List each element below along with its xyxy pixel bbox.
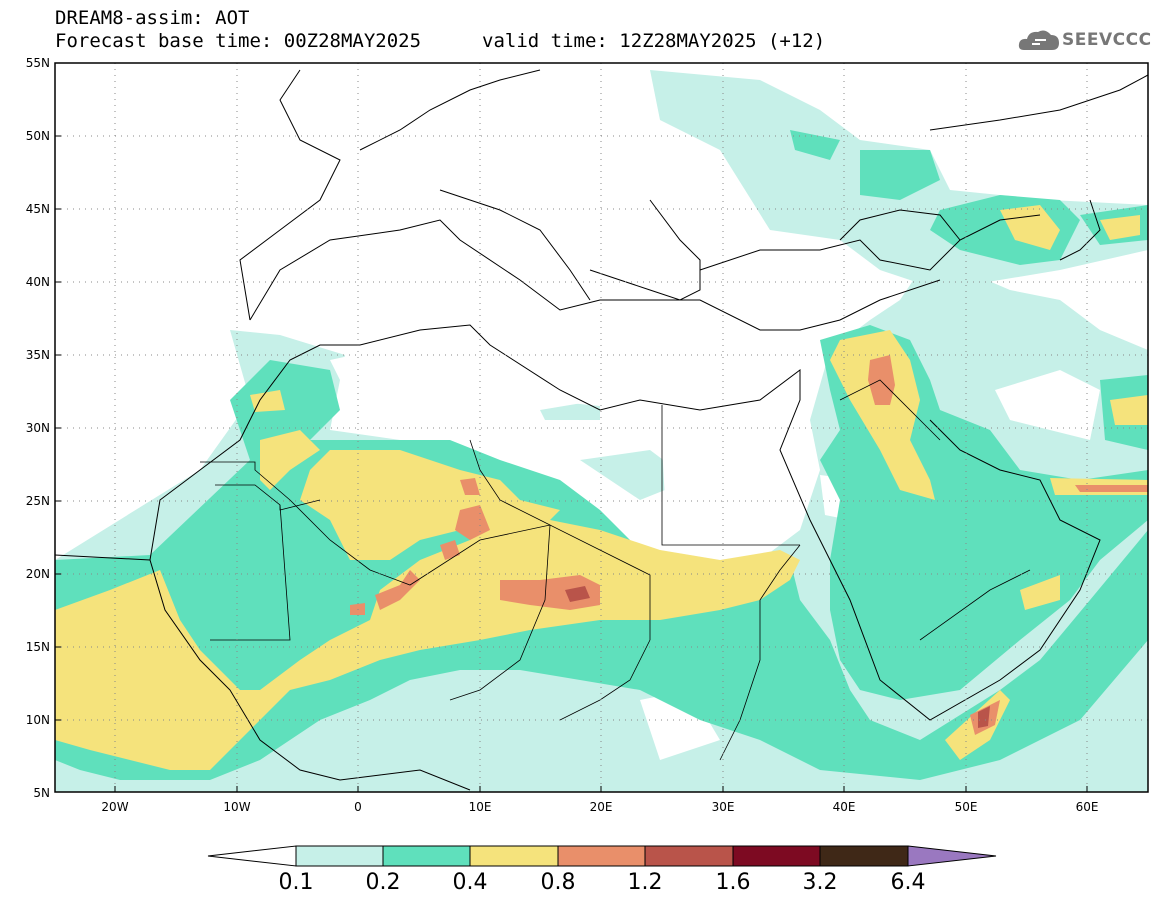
colorbar-swatch: [382, 845, 471, 867]
coastlines: [55, 69, 1148, 791]
colorbar-label: 0.4: [452, 870, 488, 895]
colorbar-high-arrow: [907, 845, 997, 867]
lon-label: 10E: [469, 800, 492, 814]
graticule: [55, 63, 1148, 792]
lon-labels: 20W 10W 0 10E 20E 30E 40E 50E 60E: [101, 800, 1098, 814]
colorbar-label: 0.1: [278, 870, 314, 895]
forecast-base-time: Forecast base time: 00Z28MAY2025: [55, 30, 422, 52]
lat-label: 20N: [26, 567, 50, 581]
lon-label: 30E: [712, 800, 735, 814]
valid-time: valid time: 12Z28MAY2025 (+12): [482, 30, 826, 52]
lat-label: 10N: [26, 713, 50, 727]
lon-label: 40E: [833, 800, 856, 814]
colorbar-swatch: [295, 845, 384, 867]
lat-label: 35N: [26, 348, 50, 362]
lon-label: 20E: [590, 800, 613, 814]
lat-label: 25N: [26, 494, 50, 508]
colorbar-label: 1.2: [627, 870, 663, 895]
aot-band-1-2: [565, 586, 990, 728]
lat-label: 30N: [26, 421, 50, 435]
colorbar-swatch: [644, 845, 734, 867]
lat-label: 45N: [26, 202, 50, 216]
lat-label: 50N: [26, 129, 50, 143]
logo-text: SEEVCCC: [1062, 30, 1152, 50]
lon-label: 60E: [1076, 800, 1099, 814]
clean-air-areas: [330, 330, 1100, 760]
lon-label: 50E: [955, 800, 978, 814]
tick-marks: [55, 62, 1088, 792]
lon-label: 10W: [223, 800, 250, 814]
colorbar-swatch: [557, 845, 646, 867]
lat-label: 55N: [26, 56, 50, 70]
lon-label: 20W: [101, 800, 128, 814]
lat-label: 15N: [26, 640, 50, 654]
colorbar-swatch: [732, 845, 821, 867]
chart-title: DREAM8-assim: AOT: [55, 7, 250, 29]
colorbar-label: 0.2: [365, 870, 401, 895]
lat-label: 5N: [33, 786, 50, 800]
colorbar: [207, 845, 997, 867]
borders: [200, 379, 1031, 761]
colorbar-low-arrow: [207, 845, 297, 867]
colorbar-swatch: [819, 845, 909, 867]
colorbar-label: 1.6: [715, 870, 751, 895]
lat-labels: 55N 50N 45N 40N 35N 30N 25N 20N 15N 10N …: [26, 56, 50, 800]
colorbar-swatch: [469, 845, 559, 867]
lat-label: 40N: [26, 275, 50, 289]
colorbar-label: 3.2: [802, 870, 838, 895]
colorbar-label: 6.4: [890, 870, 926, 895]
lon-label: 0: [354, 800, 362, 814]
cloud-logo-icon: [1018, 30, 1059, 50]
aot-band-0-4: [55, 205, 1148, 770]
colorbar-label: 0.8: [540, 870, 576, 895]
